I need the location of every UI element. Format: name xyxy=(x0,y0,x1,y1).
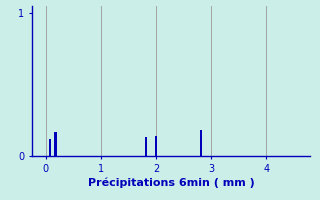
X-axis label: Précipitations 6min ( mm ): Précipitations 6min ( mm ) xyxy=(88,178,255,188)
Bar xyxy=(145,137,147,156)
Bar xyxy=(49,139,52,156)
Bar xyxy=(54,132,57,156)
Bar xyxy=(200,130,203,156)
Bar xyxy=(155,136,157,156)
